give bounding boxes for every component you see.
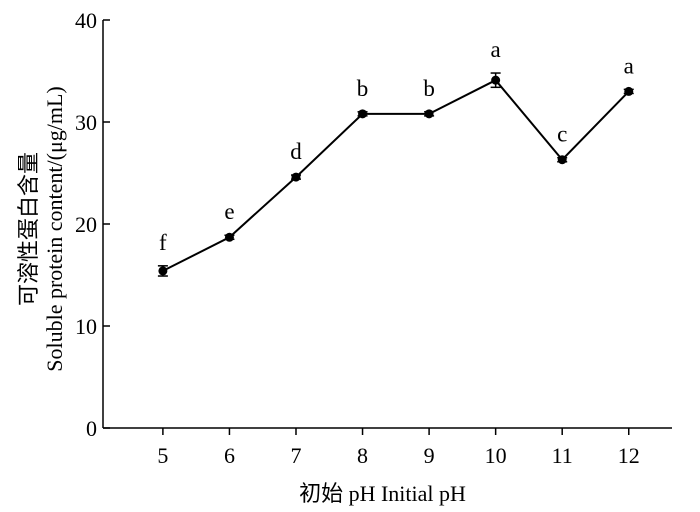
x-tick-label: 12: [618, 443, 640, 468]
data-point: [424, 109, 434, 119]
data-point: [491, 75, 501, 85]
series-line: [162, 78, 630, 272]
data-point: [224, 232, 234, 242]
y-axis-title-chinese: 可溶性蛋白含量: [16, 152, 41, 306]
x-axis-title: 初始 pH Initial pH: [299, 481, 466, 506]
x-tick-label: 10: [485, 443, 507, 468]
x-tick-label: 6: [224, 443, 235, 468]
significance-label: b: [357, 76, 369, 101]
x-tick-label: 9: [424, 443, 435, 468]
y-tick-label: 20: [75, 212, 97, 237]
x-tick-label: 11: [552, 443, 573, 468]
x-tick-label: 7: [290, 443, 301, 468]
data-point: [158, 266, 168, 276]
significance-label: a: [491, 37, 501, 62]
y-tick-label: 0: [86, 416, 97, 441]
significance-label: c: [557, 122, 567, 147]
significance-label: d: [290, 139, 302, 164]
significance-label: b: [423, 76, 435, 101]
x-tick-label: 5: [157, 443, 168, 468]
axes: [102, 20, 672, 429]
y-tick-label: 30: [75, 110, 97, 135]
x-tick-label: 8: [357, 443, 368, 468]
data-point: [557, 155, 567, 165]
data-point: [358, 109, 368, 119]
data-point: [291, 172, 301, 182]
significance-label: f: [159, 230, 167, 255]
data-point: [624, 86, 634, 96]
y-tick-label: 10: [75, 314, 97, 339]
significance-label: a: [624, 53, 634, 78]
y-axis-title-english: Soluble protein content/(μg/mL): [42, 86, 67, 372]
x-ticks: 5 6 7 8 9 10 11 12: [157, 428, 640, 468]
y-ticks: 0 10 20 30 40: [75, 8, 110, 441]
y-tick-label: 40: [75, 8, 97, 33]
series: f e d b b a c a: [157, 37, 634, 277]
significance-label: e: [224, 199, 234, 224]
